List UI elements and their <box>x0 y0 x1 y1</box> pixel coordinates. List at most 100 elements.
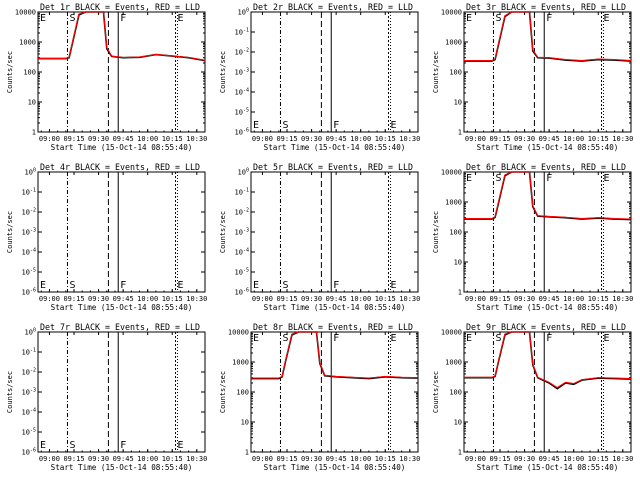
panel-title: Det 2r BLACK = Events, RED = LLD <box>253 2 413 12</box>
x-tick-label: 09:00 <box>252 295 273 303</box>
x-tick-label: 09:00 <box>465 135 486 143</box>
y-tick-label: 10 <box>454 99 462 107</box>
y-tick-label: 100 <box>25 168 36 177</box>
y-tick-label: 10 <box>454 419 462 427</box>
x-tick-label: 09:00 <box>465 295 486 303</box>
x-tick-label: 09:15 <box>489 135 510 143</box>
x-axis-label: Start Time (15-Oct-14 08:55:40) <box>477 143 619 152</box>
x-tick-label: 10:15 <box>162 455 183 463</box>
x-tick-label: 10:30 <box>612 455 633 463</box>
x-tick-label: 09:00 <box>39 135 60 143</box>
x-tick-label: 09:45 <box>326 295 347 303</box>
plot-frame <box>463 11 632 133</box>
marker-label: F <box>546 333 552 344</box>
x-tick-label: 09:45 <box>539 135 560 143</box>
y-tick-label: 10-3 <box>235 228 249 237</box>
x-tick-label: 09:45 <box>539 455 560 463</box>
y-tick-label: 10-4 <box>235 248 249 257</box>
x-tick-label: 10:15 <box>588 135 609 143</box>
marker-label: S <box>282 280 288 291</box>
x-tick-label: 10:00 <box>563 295 584 303</box>
marker-label: F <box>546 173 552 184</box>
y-tick-label: 10-1 <box>235 28 249 37</box>
panel-title: Det 5r BLACK = Events, RED = LLD <box>253 162 413 172</box>
x-tick-label: 10:30 <box>399 295 420 303</box>
x-tick-label: 10:30 <box>612 295 633 303</box>
marker-label: S <box>69 13 75 24</box>
x-tick-label: 10:15 <box>375 135 396 143</box>
x-tick-label: 10:30 <box>186 135 207 143</box>
marker-label: S <box>69 440 75 451</box>
marker-label: E <box>178 440 184 451</box>
x-tick-label: 10:30 <box>399 135 420 143</box>
y-tick-label: 100 <box>23 69 36 77</box>
y-tick-label: 10-4 <box>22 248 36 257</box>
marker-label: F <box>333 120 339 131</box>
y-axis-label: Counts/sec <box>6 371 14 413</box>
marker-label: S <box>282 333 288 344</box>
x-tick-label: 10:15 <box>375 455 396 463</box>
x-tick-label: 09:45 <box>113 295 134 303</box>
y-tick-label: 10-6 <box>22 288 36 297</box>
x-tick-label: 10:00 <box>350 295 371 303</box>
y-tick-label: 10-2 <box>22 368 36 377</box>
x-tick-label: 09:30 <box>88 295 109 303</box>
y-tick-label: 10-5 <box>235 268 249 277</box>
x-axis-label: Start Time (15-Oct-14 08:55:40) <box>51 303 193 312</box>
x-tick-label: 10:30 <box>612 135 633 143</box>
y-tick-label: 10 <box>454 259 462 267</box>
x-tick-label: 09:45 <box>326 135 347 143</box>
y-tick-label: 10-3 <box>22 228 36 237</box>
series-lld <box>464 171 632 220</box>
x-tick-label: 09:30 <box>301 455 322 463</box>
y-tick-label: 10-6 <box>22 448 36 457</box>
y-tick-label: 10-1 <box>22 348 36 357</box>
y-tick-label: 1 <box>458 449 462 457</box>
plot-frame <box>250 171 419 293</box>
y-tick-label: 100 <box>449 69 462 77</box>
x-axis-label: Start Time (15-Oct-14 08:55:40) <box>264 463 406 472</box>
marker-label: E <box>391 280 397 291</box>
marker-label: E <box>466 333 472 344</box>
y-axis-label: Counts/sec <box>219 51 227 93</box>
marker-label: S <box>495 173 501 184</box>
y-axis-label: Counts/sec <box>219 211 227 253</box>
marker-label: S <box>495 13 501 24</box>
x-tick-label: 09:30 <box>88 455 109 463</box>
x-tick-label: 09:00 <box>39 295 60 303</box>
marker-label: E <box>40 13 46 24</box>
x-tick-label: 09:00 <box>39 455 60 463</box>
x-tick-label: 10:15 <box>588 455 609 463</box>
x-tick-label: 10:00 <box>350 455 371 463</box>
panel-title: Det 8r BLACK = Events, RED = LLD <box>253 322 413 332</box>
y-tick-label: 100 <box>449 389 462 397</box>
y-tick-label: 1 <box>458 129 462 137</box>
series-lld <box>38 11 206 61</box>
marker-label: S <box>282 120 288 131</box>
y-tick-label: 100 <box>449 229 462 237</box>
x-tick-label: 09:30 <box>88 135 109 143</box>
marker-label: E <box>253 280 259 291</box>
x-tick-label: 09:30 <box>301 135 322 143</box>
plot-frame <box>463 331 632 453</box>
marker-label: E <box>40 440 46 451</box>
y-tick-label: 100 <box>25 328 36 337</box>
marker-label: F <box>333 333 339 344</box>
x-tick-label: 09:15 <box>276 135 297 143</box>
x-tick-label: 09:15 <box>489 455 510 463</box>
x-tick-label: 09:45 <box>539 295 560 303</box>
x-tick-label: 09:15 <box>276 455 297 463</box>
y-tick-label: 10-5 <box>22 428 36 437</box>
x-tick-label: 09:30 <box>301 295 322 303</box>
y-tick-label: 10-3 <box>22 388 36 397</box>
marker-label: F <box>333 280 339 291</box>
marker-label: F <box>120 280 126 291</box>
y-tick-label: 10-1 <box>235 188 249 197</box>
y-axis-label: Counts/sec <box>219 371 227 413</box>
plot-frame <box>463 171 632 293</box>
marker-label: S <box>495 333 501 344</box>
x-tick-label: 10:15 <box>162 295 183 303</box>
y-tick-label: 10-5 <box>22 268 36 277</box>
panel-title: Det 6r BLACK = Events, RED = LLD <box>466 162 626 172</box>
